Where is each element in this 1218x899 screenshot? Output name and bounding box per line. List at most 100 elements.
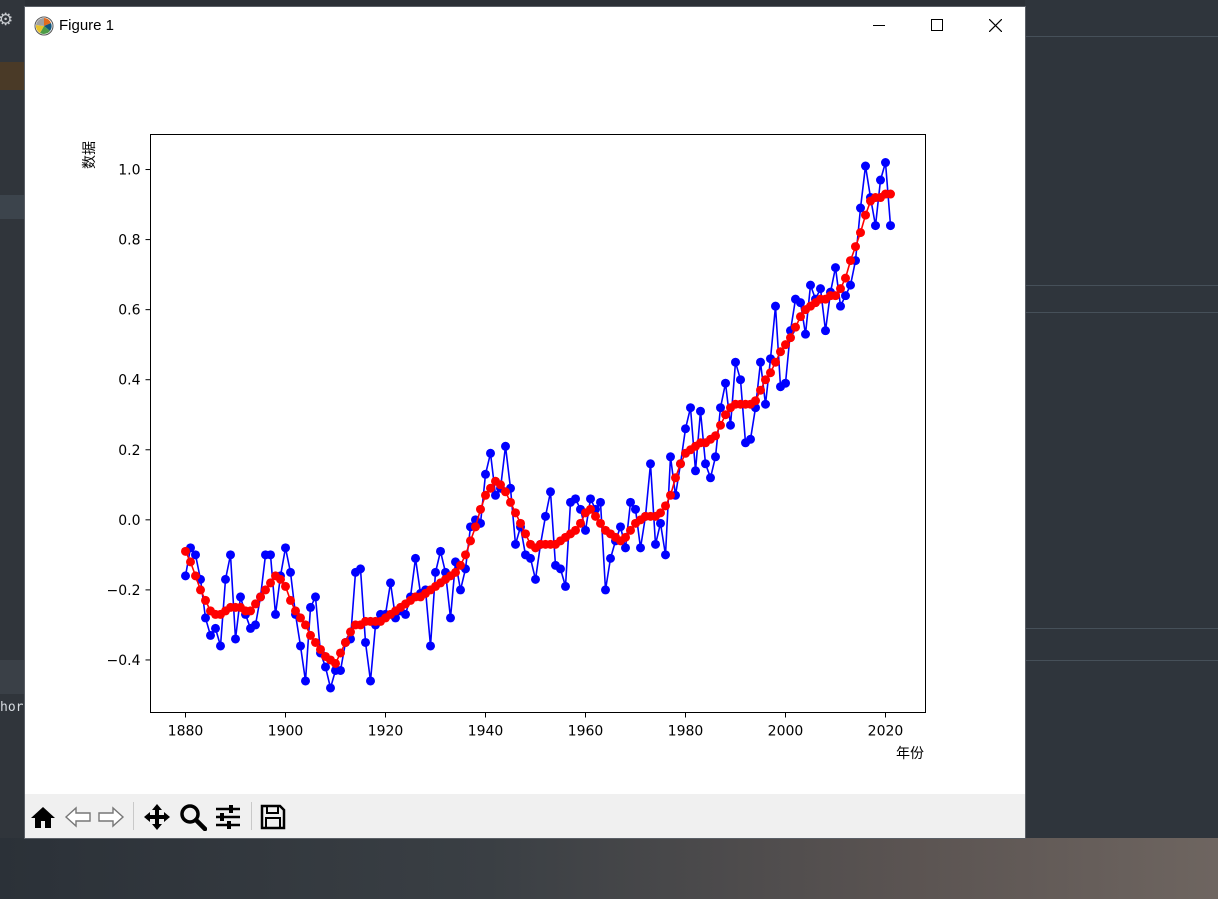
data-point <box>676 459 685 469</box>
data-point <box>756 357 765 367</box>
data-point <box>346 627 355 637</box>
data-point <box>781 340 790 350</box>
pan-button[interactable] <box>142 802 172 832</box>
data-point <box>661 501 670 511</box>
data-point <box>766 368 775 378</box>
zoom-button[interactable] <box>178 802 208 832</box>
data-point <box>636 543 645 553</box>
configure-subplots-icon <box>216 805 240 829</box>
data-point <box>341 637 350 647</box>
data-point <box>646 459 655 469</box>
data-point <box>336 665 345 675</box>
data-point <box>541 511 550 521</box>
x-tick-label: 2020 <box>868 724 904 740</box>
data-point <box>856 203 865 213</box>
forward-button[interactable] <box>96 802 126 832</box>
data-point <box>191 550 200 560</box>
data-point <box>401 609 410 619</box>
data-point <box>496 480 505 490</box>
series-2 <box>181 189 895 668</box>
home-button[interactable] <box>28 802 58 832</box>
data-point <box>831 263 840 273</box>
data-point <box>666 490 675 500</box>
data-point <box>671 473 680 483</box>
y-tick-label: 0.4 <box>118 373 140 389</box>
title-bar[interactable]: Figure 1 <box>25 7 1025 45</box>
data-point <box>521 529 530 539</box>
data-point <box>796 312 805 322</box>
data-point <box>886 221 895 231</box>
data-point <box>486 448 495 458</box>
data-point <box>606 553 615 563</box>
data-point <box>221 574 230 584</box>
maximize-button[interactable] <box>908 7 966 43</box>
y-tick-label: 0.8 <box>118 233 140 249</box>
x-tick-label: 1940 <box>468 724 504 740</box>
figure-window: Figure 1 1880 1900 1920 1940 1960 1980 2000 202… <box>25 7 1025 838</box>
data-point <box>531 574 540 584</box>
data-point <box>251 620 260 630</box>
x-tick-label: 1960 <box>568 724 604 740</box>
data-point <box>276 574 285 584</box>
data-point <box>426 641 435 651</box>
data-point <box>596 518 605 528</box>
data-point <box>216 641 225 651</box>
data-point <box>181 571 190 581</box>
data-point <box>626 525 635 535</box>
data-point <box>356 564 365 574</box>
y-tick-label: −0.4 <box>107 653 141 669</box>
data-point <box>281 543 290 553</box>
toolbar-separator <box>251 802 252 830</box>
x-tick-label: 1920 <box>368 724 404 740</box>
close-button[interactable] <box>966 7 1024 43</box>
data-point <box>251 599 260 609</box>
close-icon <box>988 18 1002 32</box>
data-point <box>861 161 870 171</box>
toolbar-separator <box>133 802 134 830</box>
x-tick-label: 1900 <box>268 724 304 740</box>
series-1 <box>181 158 895 693</box>
data-point <box>516 518 525 528</box>
data-point <box>736 375 745 385</box>
data-point <box>781 378 790 388</box>
data-point <box>511 508 520 518</box>
data-point <box>696 406 705 416</box>
gear-icon[interactable]: ⚙ <box>0 10 14 30</box>
data-point <box>651 539 660 549</box>
x-tick-label: 1880 <box>168 724 204 740</box>
data-point <box>871 221 880 231</box>
maximize-icon <box>931 19 943 31</box>
y-tick-label: 0.6 <box>118 303 140 319</box>
data-point <box>691 466 700 476</box>
data-point <box>761 375 770 385</box>
data-point <box>771 357 780 367</box>
data-point <box>771 301 780 311</box>
data-point <box>876 175 885 185</box>
save-button[interactable] <box>258 802 288 832</box>
data-point <box>726 420 735 430</box>
configure-subplots-button[interactable] <box>213 802 243 832</box>
data-point <box>666 452 675 462</box>
data-point <box>586 494 595 504</box>
save-icon <box>260 804 286 830</box>
data-point <box>681 424 690 434</box>
data-point <box>481 490 490 500</box>
desktop-side-text: hor <box>0 700 24 715</box>
x-tick-label: 1980 <box>668 724 704 740</box>
data-point <box>291 606 300 616</box>
minimize-button[interactable] <box>850 7 908 43</box>
data-point <box>656 508 665 518</box>
y-tick-label: 0.0 <box>118 513 140 529</box>
data-point <box>626 497 635 507</box>
data-point <box>761 399 770 409</box>
data-point <box>206 630 215 640</box>
data-point <box>336 648 345 658</box>
figure-canvas[interactable]: 1880 1900 1920 1940 1960 1980 2000 2020 −0.4 −0.… <box>25 45 1025 794</box>
data-point <box>841 273 850 283</box>
home-icon <box>31 807 55 828</box>
line-chart[interactable]: 1880 1900 1920 1940 1960 1980 2000 2020 −0.4 −0.… <box>25 45 1025 794</box>
data-point <box>751 396 760 406</box>
back-button[interactable] <box>63 802 93 832</box>
zoom-icon <box>180 804 207 831</box>
data-point <box>321 662 330 672</box>
